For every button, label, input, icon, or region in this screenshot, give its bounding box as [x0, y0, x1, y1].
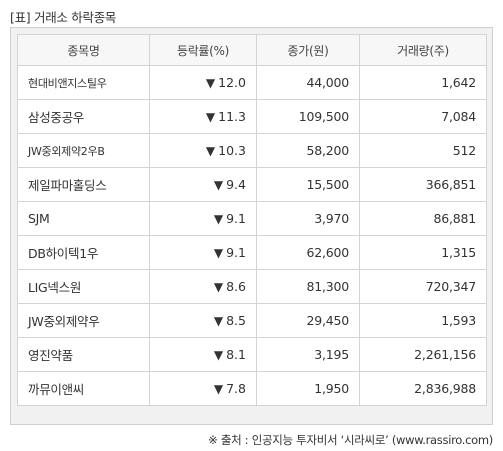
down-triangle-icon: ▼ — [213, 178, 224, 192]
change-rate: ▼ 8.6 — [149, 269, 257, 304]
closing-price: 81,300 — [256, 269, 360, 304]
stock-name: LIG넥스원 — [17, 269, 150, 304]
column-header-price: 종가(원) — [256, 34, 360, 66]
table-header-row: 종목명 등락률(%) 종가(원) 거래량(주) — [17, 34, 487, 66]
down-triangle-icon: ▼ — [205, 144, 216, 158]
trading-volume: 7,084 — [359, 99, 487, 134]
down-triangle-icon: ▼ — [213, 382, 224, 396]
change-rate: ▼ 8.1 — [149, 337, 257, 372]
change-rate: ▼ 12.0 — [149, 65, 257, 100]
change-value: 7.8 — [226, 381, 246, 396]
down-triangle-icon: ▼ — [213, 280, 224, 294]
change-value: 11.3 — [218, 109, 246, 124]
column-header-volume: 거래량(주) — [359, 34, 487, 66]
change-rate: ▼ 9.4 — [149, 167, 257, 202]
stock-name: 제일파마홀딩스 — [17, 167, 150, 202]
closing-price: 109,500 — [256, 99, 360, 134]
column-header-change: 등락률(%) — [149, 34, 257, 66]
table-row: DB하이텍1우 ▼ 9.1 62,600 1,315 — [17, 235, 487, 270]
column-header-name: 종목명 — [17, 34, 150, 66]
change-rate: ▼ 9.1 — [149, 201, 257, 236]
closing-price: 3,970 — [256, 201, 360, 236]
falling-stocks-table: 종목명 등락률(%) 종가(원) 거래량(주) 현대비앤지스틸우 ▼ 12.0 4… — [17, 34, 487, 406]
stock-name: DB하이텍1우 — [17, 235, 150, 270]
stock-name: 까뮤이앤씨 — [17, 371, 150, 406]
change-value: 8.1 — [226, 347, 246, 362]
table-row: 삼성중공우 ▼ 11.3 109,500 7,084 — [17, 99, 487, 134]
change-value: 9.1 — [226, 245, 246, 260]
trading-volume: 512 — [359, 133, 487, 168]
table-row: SJM ▼ 9.1 3,970 86,881 — [17, 201, 487, 236]
source-note: ※ 출처 : 인공지능 투자비서 ‘시라씨로’ (www.rassiro.com… — [208, 433, 493, 447]
down-triangle-icon: ▼ — [213, 314, 224, 328]
table-row: JW중외제약2우B ▼ 10.3 58,200 512 — [17, 133, 487, 168]
change-value: 9.1 — [226, 211, 246, 226]
stock-name: JW중외제약우 — [17, 303, 150, 338]
change-rate: ▼ 8.5 — [149, 303, 257, 338]
trading-volume: 1,593 — [359, 303, 487, 338]
closing-price: 44,000 — [256, 65, 360, 100]
table-row: JW중외제약우 ▼ 8.5 29,450 1,593 — [17, 303, 487, 338]
table-row: 제일파마홀딩스 ▼ 9.4 15,500 366,851 — [17, 167, 487, 202]
stock-name: 현대비앤지스틸우 — [17, 65, 150, 100]
table-row: 영진약품 ▼ 8.1 3,195 2,261,156 — [17, 337, 487, 372]
closing-price: 58,200 — [256, 133, 360, 168]
change-value: 12.0 — [218, 75, 246, 90]
closing-price: 62,600 — [256, 235, 360, 270]
stock-name: SJM — [17, 201, 150, 236]
change-value: 8.5 — [226, 313, 246, 328]
trading-volume: 2,261,156 — [359, 337, 487, 372]
change-value: 8.6 — [226, 279, 246, 294]
closing-price: 29,450 — [256, 303, 360, 338]
trading-volume: 1,642 — [359, 65, 487, 100]
table-row: 까뮤이앤씨 ▼ 7.8 1,950 2,836,988 — [17, 371, 487, 406]
table-caption: [표] 거래소 하락종목 — [10, 10, 117, 25]
down-triangle-icon: ▼ — [205, 76, 216, 90]
trading-volume: 1,315 — [359, 235, 487, 270]
down-triangle-icon: ▼ — [213, 246, 224, 260]
trading-volume: 366,851 — [359, 167, 487, 202]
trading-volume: 2,836,988 — [359, 371, 487, 406]
trading-volume: 86,881 — [359, 201, 487, 236]
down-triangle-icon: ▼ — [213, 212, 224, 226]
table-row: 현대비앤지스틸우 ▼ 12.0 44,000 1,642 — [17, 65, 487, 100]
down-triangle-icon: ▼ — [205, 110, 216, 124]
closing-price: 3,195 — [256, 337, 360, 372]
change-rate: ▼ 9.1 — [149, 235, 257, 270]
closing-price: 15,500 — [256, 167, 360, 202]
stock-name: 삼성중공우 — [17, 99, 150, 134]
trading-volume: 720,347 — [359, 269, 487, 304]
change-value: 10.3 — [218, 143, 246, 158]
stock-name: 영진약품 — [17, 337, 150, 372]
closing-price: 1,950 — [256, 371, 360, 406]
down-triangle-icon: ▼ — [213, 348, 224, 362]
change-rate: ▼ 11.3 — [149, 99, 257, 134]
change-value: 9.4 — [226, 177, 246, 192]
table-row: LIG넥스원 ▼ 8.6 81,300 720,347 — [17, 269, 487, 304]
change-rate: ▼ 10.3 — [149, 133, 257, 168]
stock-name: JW중외제약2우B — [17, 133, 150, 168]
change-rate: ▼ 7.8 — [149, 371, 257, 406]
